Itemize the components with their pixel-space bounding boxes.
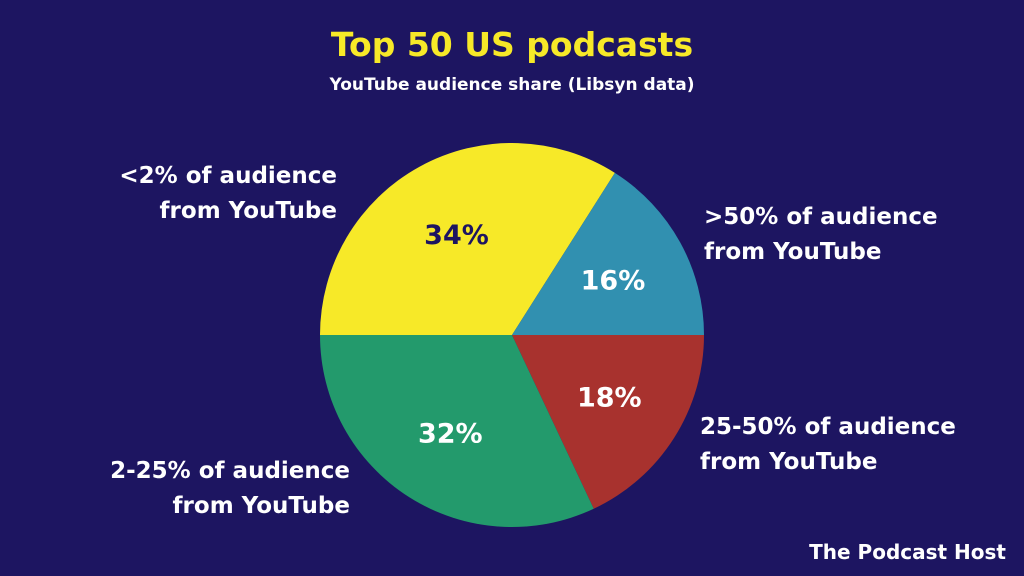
slice-category-label: 25-50% of audience bbox=[700, 414, 956, 440]
slice-category-label: 2-25% of audience bbox=[110, 458, 350, 484]
slice-category-label: from YouTube bbox=[704, 239, 881, 265]
slice-category-label: <2% of audience bbox=[119, 163, 337, 189]
slice-value-label: 32% bbox=[418, 418, 483, 449]
pie-slice bbox=[512, 172, 704, 335]
slice-value-label: 18% bbox=[577, 383, 642, 414]
pie-slice bbox=[320, 143, 615, 335]
slice-category-label: >50% of audience bbox=[704, 204, 938, 230]
brand-logo: The Podcast Host bbox=[809, 540, 1006, 564]
slice-value-label: 34% bbox=[424, 220, 489, 251]
slice-category-label: from YouTube bbox=[160, 198, 337, 224]
pie-slice bbox=[512, 335, 704, 509]
chart-subtitle: YouTube audience share (Libsyn data) bbox=[328, 75, 694, 95]
chart-title: Top 50 US podcasts bbox=[331, 25, 693, 64]
pie-value-labels: 34% 16% 18% 32% bbox=[418, 220, 645, 449]
pie-legend-labels: <2% of audience from YouTube >50% of audie… bbox=[110, 163, 956, 519]
pie-slice bbox=[320, 335, 594, 528]
slice-category-label: from YouTube bbox=[700, 449, 877, 475]
pie-slices bbox=[320, 143, 704, 528]
slice-category-label: from YouTube bbox=[173, 493, 350, 519]
slice-value-label: 16% bbox=[581, 266, 646, 297]
